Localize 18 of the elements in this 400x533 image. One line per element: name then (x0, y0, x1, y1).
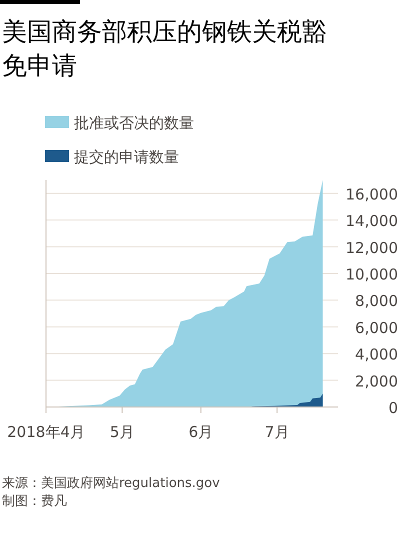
x-tick-label: 6月 (188, 423, 214, 441)
y-tick-label: 10,000 (346, 265, 398, 284)
y-tick-label: 6,000 (355, 318, 398, 337)
y-tick-label: 4,000 (355, 346, 398, 364)
y-tick-label: 14,000 (346, 212, 398, 230)
y-tick-label: 16,000 (346, 185, 398, 204)
legend-label: 批准或否决的数量 (74, 114, 194, 132)
y-tick-label: 2,000 (355, 372, 398, 390)
chart-title: 美国商务部积压的钢铁关税豁免申请 (2, 17, 327, 80)
y-tick-label: 12,000 (346, 238, 398, 257)
y-tick-label: 0 (388, 399, 398, 417)
legend-label: 提交的申请数量 (74, 148, 179, 166)
text: 制图：费凡 (2, 494, 67, 509)
source-note: 来源：美国政府网站regulations.gov (2, 475, 220, 491)
x-tick-label: 7月 (264, 423, 290, 441)
x-tick-label: 2018年4月 (7, 423, 85, 441)
x-tick-label: 5月 (110, 423, 134, 441)
y-tick-label: 8,000 (355, 292, 398, 310)
